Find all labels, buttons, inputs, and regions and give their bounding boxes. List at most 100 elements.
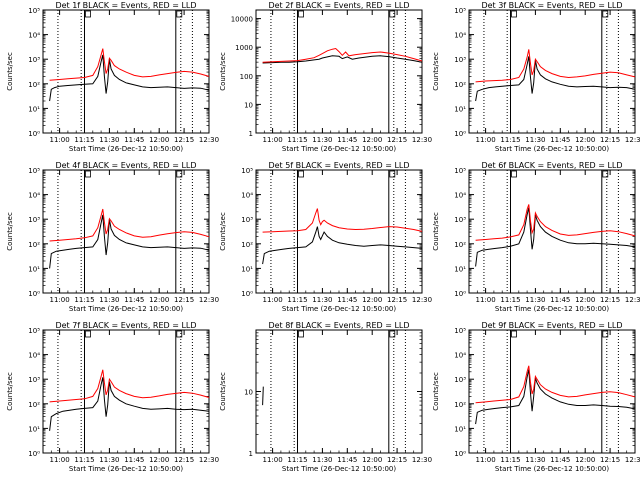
x-tick-label: 12:00	[575, 456, 595, 464]
panel-title: Det 6f BLACK = Events, RED = LLD	[481, 161, 622, 170]
y-tick-label: 10²	[241, 241, 253, 249]
x-tick-label: 11:30	[99, 296, 119, 304]
y-tick-label: 10⁴	[28, 192, 40, 200]
x-axis-label: Start Time (26-Dec-12 10:50:00)	[69, 305, 183, 313]
x-tick-label: 12:00	[362, 296, 382, 304]
series-lld-line	[475, 204, 636, 241]
panel-8: Det 8f BLACK = Events, RED = LLD 1 10 Count…	[219, 321, 432, 473]
panel-title: Det 7f BLACK = Events, RED = LLD	[55, 321, 196, 330]
x-tick-label: 12:00	[149, 456, 169, 464]
plot-frame	[468, 9, 636, 134]
y-axis-label: Counts/sec	[6, 372, 14, 411]
y-tick-label: 10²	[28, 81, 40, 89]
y-tick-label: 10¹	[28, 265, 40, 273]
series-events-line	[475, 56, 636, 102]
x-tick-label: 11:00	[476, 296, 496, 304]
x-tick-label: 11:45	[550, 136, 570, 144]
x-axis-label: Start Time (26-Dec-12 10:50:00)	[69, 465, 183, 473]
x-tick-label: 12:15	[387, 296, 407, 304]
x-tick-label: 11:30	[312, 296, 332, 304]
x-tick-label: 12:30	[625, 296, 640, 304]
y-axis-label: Counts/sec	[432, 52, 440, 91]
y-axis-label: Counts/sec	[6, 212, 14, 251]
y-tick-label: 10³	[28, 216, 40, 224]
x-tick-label: 12:30	[199, 136, 219, 144]
marker-flag	[176, 330, 183, 338]
x-tick-label: 11:00	[263, 136, 283, 144]
y-tick-label: 10	[244, 101, 253, 109]
x-tick-label: 12:15	[600, 456, 620, 464]
y-axis-label: Counts/sec	[432, 212, 440, 251]
panel-title: Det 2f BLACK = Events, RED = LLD	[268, 1, 409, 10]
x-tick-label: 12:00	[149, 296, 169, 304]
y-tick-label: 10⁰	[454, 290, 466, 298]
x-axis-label: Start Time (26-Dec-12 10:50:00)	[282, 305, 396, 313]
y-tick-label: 10⁰	[454, 130, 466, 138]
panel-title: Det 4f BLACK = Events, RED = LLD	[55, 161, 196, 170]
panel-title: Det 8f BLACK = Events, RED = LLD	[268, 321, 409, 330]
marker-flag	[602, 330, 609, 338]
plot-frame	[255, 329, 423, 454]
x-tick-label: 11:15	[287, 136, 307, 144]
x-tick-label: 12:15	[174, 296, 194, 304]
y-tick-label: 10⁵	[454, 167, 466, 175]
y-tick-label: 100	[240, 73, 253, 81]
y-axis-label: Counts/sec	[219, 212, 227, 251]
x-tick-label: 11:15	[74, 136, 94, 144]
y-tick-label: 10²	[454, 81, 466, 89]
y-tick-label: 10⁵	[28, 327, 40, 335]
series-lld-line	[49, 48, 210, 81]
panel-title: Det 5f BLACK = Events, RED = LLD	[268, 161, 409, 170]
marker-flag	[602, 10, 609, 18]
y-tick-label: 10²	[454, 241, 466, 249]
y-tick-label: 10⁰	[28, 450, 40, 458]
panel-title: Det 1f BLACK = Events, RED = LLD	[55, 1, 196, 10]
x-tick-label: 12:00	[149, 136, 169, 144]
marker-flag	[85, 10, 91, 18]
y-tick-label: 10⁵	[454, 7, 466, 15]
x-axis-label: Start Time (26-Dec-12 10:50:00)	[282, 465, 396, 473]
y-tick-label: 10²	[454, 401, 466, 409]
y-tick-label: 10¹	[454, 105, 466, 113]
x-tick-label: 12:15	[387, 456, 407, 464]
x-tick-label: 12:00	[362, 456, 382, 464]
x-tick-label: 11:15	[287, 296, 307, 304]
series-lld-line	[49, 369, 210, 403]
x-tick-label: 12:30	[625, 456, 640, 464]
x-tick-label: 11:45	[124, 136, 144, 144]
panel-title: Det 3f BLACK = Events, RED = LLD	[481, 1, 622, 10]
x-tick-label: 12:30	[412, 136, 432, 144]
panel-title: Det 9f BLACK = Events, RED = LLD	[481, 321, 622, 330]
y-tick-label: 10⁵	[241, 167, 253, 175]
y-tick-label: 10¹	[28, 425, 40, 433]
x-tick-label: 11:15	[74, 456, 94, 464]
y-tick-label: 1000	[235, 44, 253, 52]
x-tick-label: 12:00	[362, 136, 382, 144]
marker-flag	[389, 10, 396, 18]
marker-flag	[85, 170, 91, 178]
series-events-line	[49, 214, 210, 269]
series-events-line	[49, 377, 210, 431]
x-tick-label: 11:45	[550, 296, 570, 304]
x-tick-label: 12:30	[199, 456, 219, 464]
panel-1: Det 1f BLACK = Events, RED = LLD 10⁰ 10¹ 10…	[6, 1, 219, 153]
series-events-line	[262, 386, 264, 406]
y-tick-label: 10⁴	[241, 192, 253, 200]
y-tick-label: 10¹	[454, 265, 466, 273]
x-tick-label: 12:15	[387, 136, 407, 144]
x-tick-label: 11:45	[550, 456, 570, 464]
x-tick-label: 11:30	[525, 136, 545, 144]
marker-flag	[298, 170, 304, 178]
x-tick-label: 11:15	[500, 296, 520, 304]
x-tick-label: 11:30	[99, 136, 119, 144]
x-tick-label: 11:00	[263, 296, 283, 304]
panel-9: Det 9f BLACK = Events, RED = LLD 10⁰ 10¹ 10…	[432, 321, 640, 473]
marker-flag	[298, 10, 304, 18]
y-tick-label: 10⁴	[454, 192, 466, 200]
x-tick-label: 11:00	[50, 296, 70, 304]
x-tick-label: 12:15	[600, 136, 620, 144]
y-tick-label: 10⁵	[28, 167, 40, 175]
x-tick-label: 11:45	[337, 296, 357, 304]
x-tick-label: 12:30	[412, 296, 432, 304]
